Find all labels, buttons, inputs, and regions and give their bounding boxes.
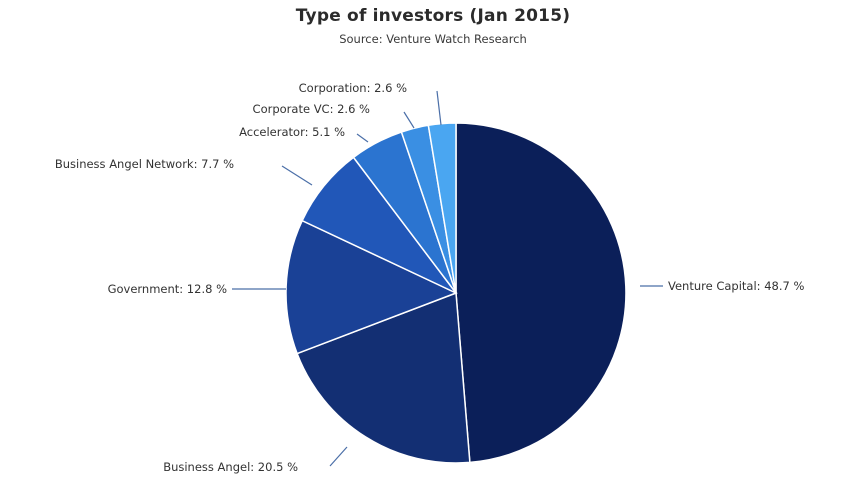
slice-label: Accelerator: 5.1 % [239,125,345,139]
slice-label: Venture Capital: 48.7 % [668,279,804,293]
slice-label: Government: 12.8 % [108,282,228,296]
leader-line [436,90,442,126]
leader-line [329,446,348,467]
leader-line [403,111,415,129]
pie-slice [285,219,458,355]
chart-title: Type of investors (Jan 2015) [295,6,571,26]
leader-line [356,133,369,143]
leader-line [281,165,313,186]
pie-slice [296,291,471,464]
chart-subtitle: Source: Venture Watch Research [339,32,527,46]
slice-label: Corporate VC: 2.6 % [253,102,371,116]
pie-slice [455,122,627,464]
slice-label: Corporation: 2.6 % [299,81,407,95]
slice-label: Business Angel Network: 7.7 % [55,157,234,171]
pie-slice [427,122,457,294]
slice-label: Business Angel: 20.5 % [163,460,298,474]
